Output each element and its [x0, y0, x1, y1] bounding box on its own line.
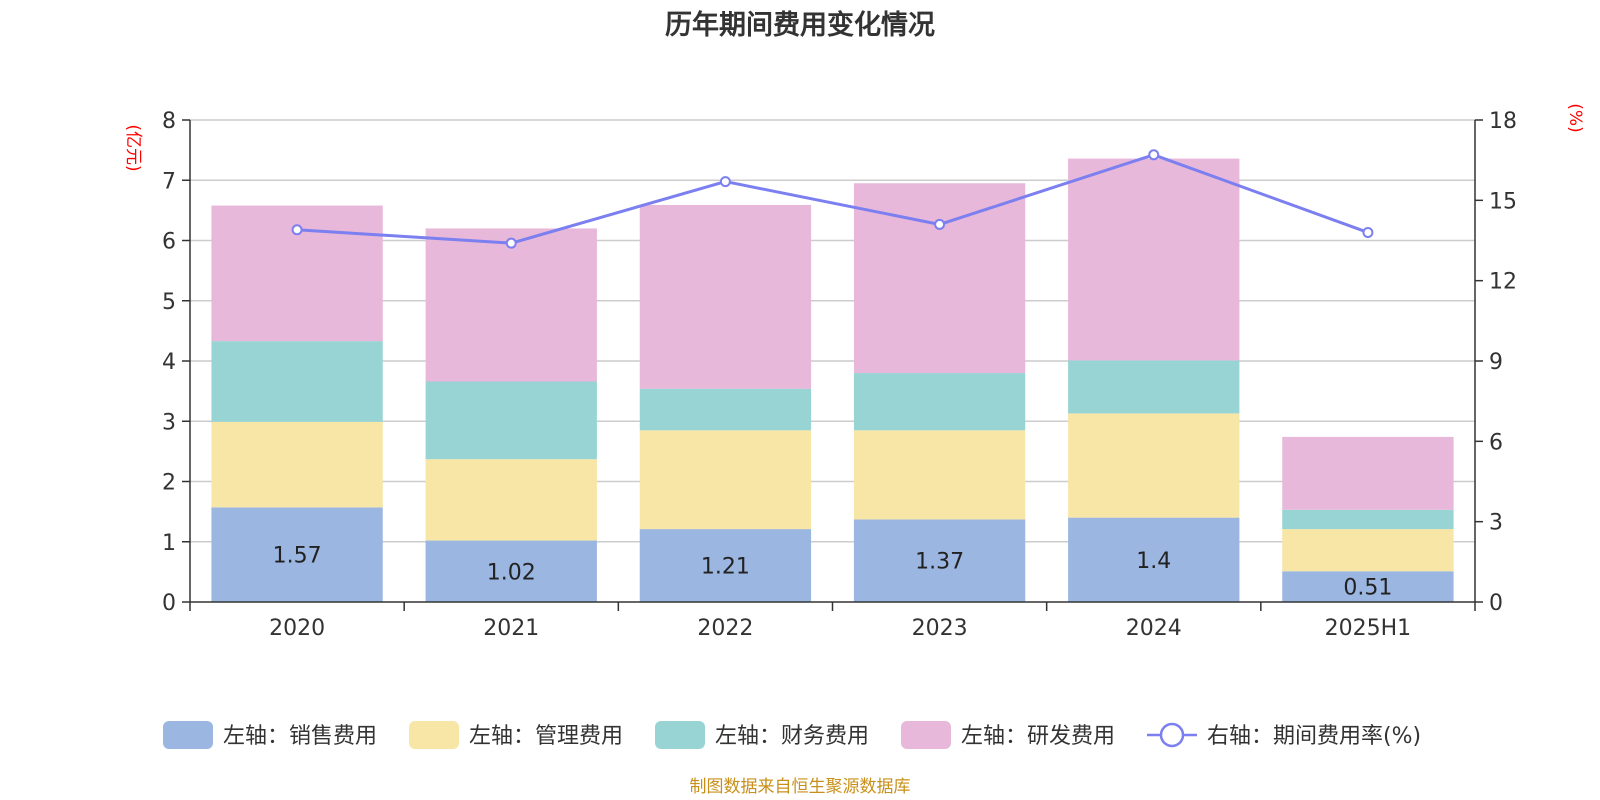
bar-segment: [425, 228, 597, 382]
right-axis-unit: (%): [1565, 103, 1585, 132]
bar-segment: [853, 183, 1026, 374]
rate-point: [934, 218, 946, 230]
data-label: 1.02: [487, 560, 536, 585]
bar-segment: [639, 388, 812, 431]
rate-line: [291, 149, 1374, 249]
grid: [190, 119, 1475, 543]
legend-label: 左轴：研发费用: [961, 724, 1115, 749]
right-tick-label: 15: [1489, 189, 1517, 214]
data-label: 1.57: [273, 544, 322, 569]
bar-segment: [853, 519, 1026, 602]
bar-segment: [639, 529, 812, 602]
x-tick-label: 2020: [269, 616, 325, 641]
rate-point: [291, 224, 303, 236]
x-tick-label: 2021: [483, 616, 539, 641]
legend-item[interactable]: 左轴：财务费用: [655, 721, 869, 749]
bar-segment: [639, 430, 812, 530]
legend-label: 左轴：财务费用: [715, 724, 869, 749]
chart-title: 历年期间费用变化情况: [665, 9, 935, 41]
x-tick-label: 2023: [912, 616, 968, 641]
left-tick-label: 6: [162, 230, 176, 255]
legend-marker: [1159, 722, 1185, 748]
left-tick-label: 7: [162, 169, 176, 194]
bar-segment: [853, 373, 1026, 431]
bar-segment: [1282, 436, 1454, 510]
legend-label: 左轴：销售费用: [223, 724, 377, 749]
bars: [211, 158, 1454, 602]
right-tick-label: 3: [1489, 511, 1503, 536]
left-tick-label: 2: [162, 471, 176, 496]
bar-segment: [211, 507, 383, 602]
rate-point: [719, 176, 731, 188]
data-label: 1.37: [915, 550, 964, 575]
left-tick-label: 5: [162, 290, 176, 315]
x-tick-label: 2025H1: [1325, 616, 1412, 641]
left-tick-label: 4: [162, 350, 176, 375]
left-axis-unit: (亿元): [123, 124, 143, 171]
bar-segment: [1282, 509, 1454, 530]
x-tick-label: 2022: [697, 616, 753, 641]
right-tick-label: 18: [1489, 109, 1517, 134]
data-label: 1.4: [1136, 549, 1171, 574]
left-tick-label: 0: [162, 591, 176, 616]
legend-item[interactable]: 左轴：研发费用: [901, 721, 1115, 749]
bar-segment: [1068, 517, 1240, 602]
bar-segment: [1068, 158, 1240, 361]
legend[interactable]: 左轴：销售费用 左轴：管理费用 左轴：财务费用 左轴：研发费用 右轴：期间费用率(%): [163, 721, 1421, 749]
source-note: 制图数据来自恒生聚源数据库: [690, 777, 911, 797]
x-tick-label: 2024: [1126, 616, 1182, 641]
bar-segment: [425, 540, 597, 602]
right-tick-label: 0: [1489, 591, 1503, 616]
right-tick-label: 9: [1489, 350, 1503, 375]
legend-label: 左轴：管理费用: [469, 724, 623, 749]
legend-swatch: [163, 721, 213, 749]
bar-segment: [425, 381, 597, 460]
rate-point: [1362, 226, 1374, 238]
rate-line-path: [296, 153, 1369, 245]
legend-item[interactable]: 左轴：管理费用: [409, 721, 623, 749]
bar-segment: [639, 204, 812, 389]
bar-segment: [1282, 571, 1454, 602]
legend-label: 右轴：期间费用率(%): [1207, 724, 1421, 749]
data-label: 1.21: [701, 555, 750, 580]
legend-swatch: [409, 721, 459, 749]
right-tick-label: 6: [1489, 430, 1503, 455]
bar-segment: [211, 421, 383, 508]
left-tick-label: 1: [162, 531, 176, 556]
legend-item[interactable]: 右轴：期间费用率(%): [1147, 722, 1421, 749]
rate-point: [1148, 149, 1160, 161]
legend-swatch: [655, 721, 705, 749]
legend-item[interactable]: 左轴：销售费用: [163, 721, 377, 749]
bar-segment: [853, 430, 1026, 520]
bar-segment: [1068, 360, 1240, 414]
bar-segment: [1068, 413, 1240, 518]
rate-point: [505, 237, 517, 249]
data-label: 0.51: [1343, 576, 1392, 601]
left-tick-label: 3: [162, 410, 176, 435]
bar-segment: [211, 341, 383, 422]
data-labels: 1.57 1.02 1.21 1.37 1.4 0.51: [273, 544, 1393, 601]
left-tick-label: 8: [162, 109, 176, 134]
legend-swatch: [901, 721, 951, 749]
bar-segment: [1282, 529, 1454, 572]
bar-segment: [425, 459, 597, 541]
right-tick-label: 12: [1489, 270, 1517, 295]
